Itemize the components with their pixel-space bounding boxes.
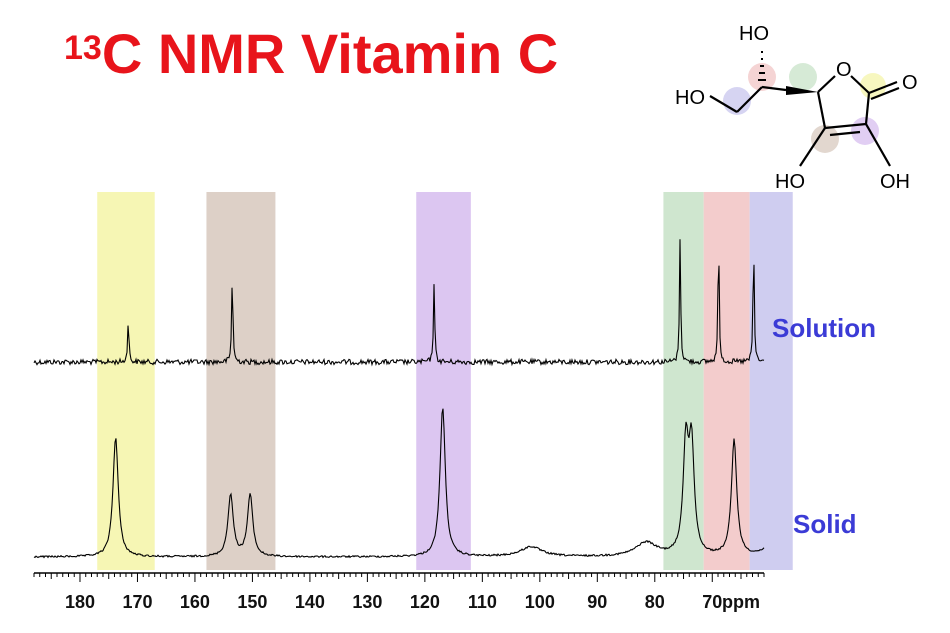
spectrum-solution — [33, 239, 765, 367]
spectrum-solid — [33, 408, 765, 559]
tick-label: 120 — [410, 592, 440, 612]
tick-label: 150 — [237, 592, 267, 612]
band-red — [703, 192, 750, 570]
series-label-solid: Solid — [793, 509, 857, 539]
band-yellow — [97, 192, 155, 570]
tick-label: 130 — [352, 592, 382, 612]
highlight-c5 — [748, 63, 776, 91]
atom-label: HO — [675, 87, 705, 109]
highlight-bands — [97, 192, 793, 570]
spectra — [33, 239, 765, 559]
chart-title: 13C NMR Vitamin C — [64, 22, 558, 86]
isotope-superscript: 13 — [64, 29, 102, 67]
bonds — [709, 75, 900, 167]
series-label-solution: Solution — [772, 313, 876, 343]
atom-highlights — [723, 63, 886, 153]
highlight-c3 — [811, 125, 839, 153]
tick-label: 170 — [122, 592, 152, 612]
tick-label: 100 — [525, 592, 555, 612]
atom-label: OH — [880, 171, 910, 193]
tick-label: 90 — [587, 592, 607, 612]
highlight-c1 — [860, 73, 886, 99]
vitamin-c-structure: HO HO O O HO OH — [675, 23, 918, 193]
tick-label: 80 — [645, 592, 665, 612]
band-purple — [416, 192, 471, 570]
tick-label: 160 — [180, 592, 210, 612]
band-green — [663, 192, 704, 570]
tick-label: 110 — [468, 592, 497, 612]
tick-label: 140 — [295, 592, 325, 612]
atom-label: HO — [775, 171, 805, 193]
atom-label: HO — [739, 23, 769, 45]
title-text: C NMR Vitamin C — [101, 22, 559, 85]
hashed-bond — [758, 51, 766, 81]
x-axis-label: ppm — [722, 592, 760, 612]
wedge-bond — [786, 86, 818, 95]
tick-label: 180 — [65, 592, 95, 612]
atom-label: O — [836, 59, 852, 81]
band-blue — [749, 192, 793, 570]
highlight-c4 — [789, 63, 817, 91]
x-axis-tick-labels: 180 170 160 150 140 130 120 110 100 90 80 70 — [65, 592, 722, 612]
band-brown — [206, 192, 276, 570]
x-axis-ticks — [33, 573, 765, 582]
atom-label: O — [902, 72, 918, 94]
x-axis: 180 170 160 150 140 130 120 110 100 90 80 70 ppm — [33, 572, 765, 612]
tick-label: 70 — [702, 592, 722, 612]
